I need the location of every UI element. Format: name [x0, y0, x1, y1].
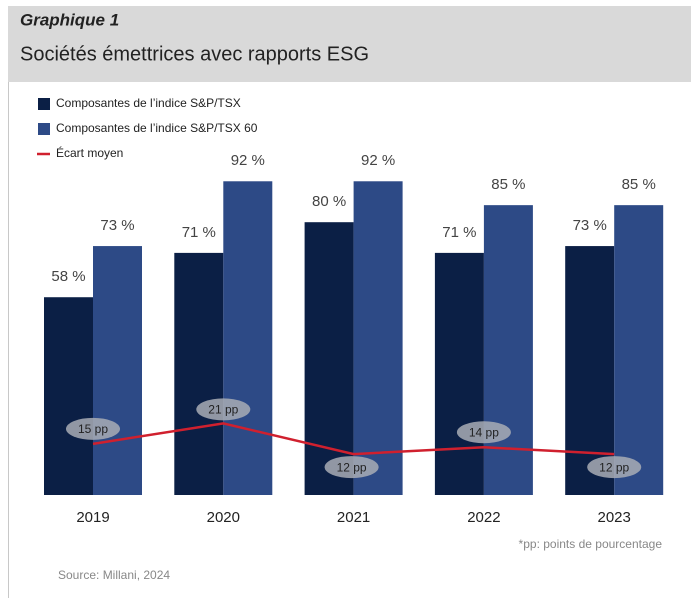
x-tick-label: 2021: [337, 509, 370, 526]
data-label: 73 %: [573, 217, 607, 234]
line-label: 12 pp: [337, 460, 367, 474]
bar: [614, 205, 664, 495]
data-label: 85 %: [622, 176, 656, 193]
bar: [434, 252, 484, 495]
x-tick-label: 2020: [207, 509, 240, 526]
label-bubble: [587, 456, 642, 479]
bar: [44, 297, 93, 495]
data-label: 92 %: [231, 152, 265, 169]
data-label: 80 %: [312, 193, 346, 210]
line-label: 15 pp: [78, 422, 108, 436]
legend-label: Composantes de l’indice S&P/TSX: [56, 96, 241, 110]
bar: [304, 222, 354, 495]
bar: [223, 181, 273, 495]
x-tick-label: 2022: [467, 509, 500, 526]
legend-swatch: [38, 98, 50, 110]
line: [92, 422, 615, 456]
label-bubble: [66, 417, 120, 440]
line-label: 21 pp: [208, 403, 238, 417]
line-label: 12 pp: [599, 460, 629, 474]
line-label: 14 pp: [469, 425, 499, 439]
footnote: *pp: points de pourcentage: [519, 537, 663, 551]
chart-title: Graphique 1: [20, 10, 119, 29]
legend-swatch: [38, 123, 50, 135]
legend-label: Composantes de l’indice S&P/TSX 60: [56, 121, 258, 135]
data-label: 71 %: [442, 224, 476, 241]
bar: [483, 205, 533, 495]
data-label: 85 %: [491, 176, 525, 193]
x-tick-label: 2023: [598, 509, 631, 526]
chart-subtitle: Sociétés émettrices avec rapports ESG: [20, 43, 369, 65]
bar: [93, 246, 142, 495]
label-bubble: [324, 456, 379, 479]
data-label: 71 %: [182, 224, 216, 241]
bar: [174, 252, 224, 495]
bar: [353, 181, 403, 495]
data-label: 92 %: [361, 152, 395, 169]
x-tick-label: 2019: [76, 509, 109, 526]
legend-label: Écart moyen: [56, 145, 123, 160]
header-band: [8, 6, 691, 82]
data-label: 73 %: [100, 217, 134, 234]
label-bubble: [196, 398, 251, 421]
source: Source: Millani, 2024: [58, 568, 170, 582]
label-bubble: [456, 421, 511, 444]
data-label: 58 %: [51, 268, 85, 285]
